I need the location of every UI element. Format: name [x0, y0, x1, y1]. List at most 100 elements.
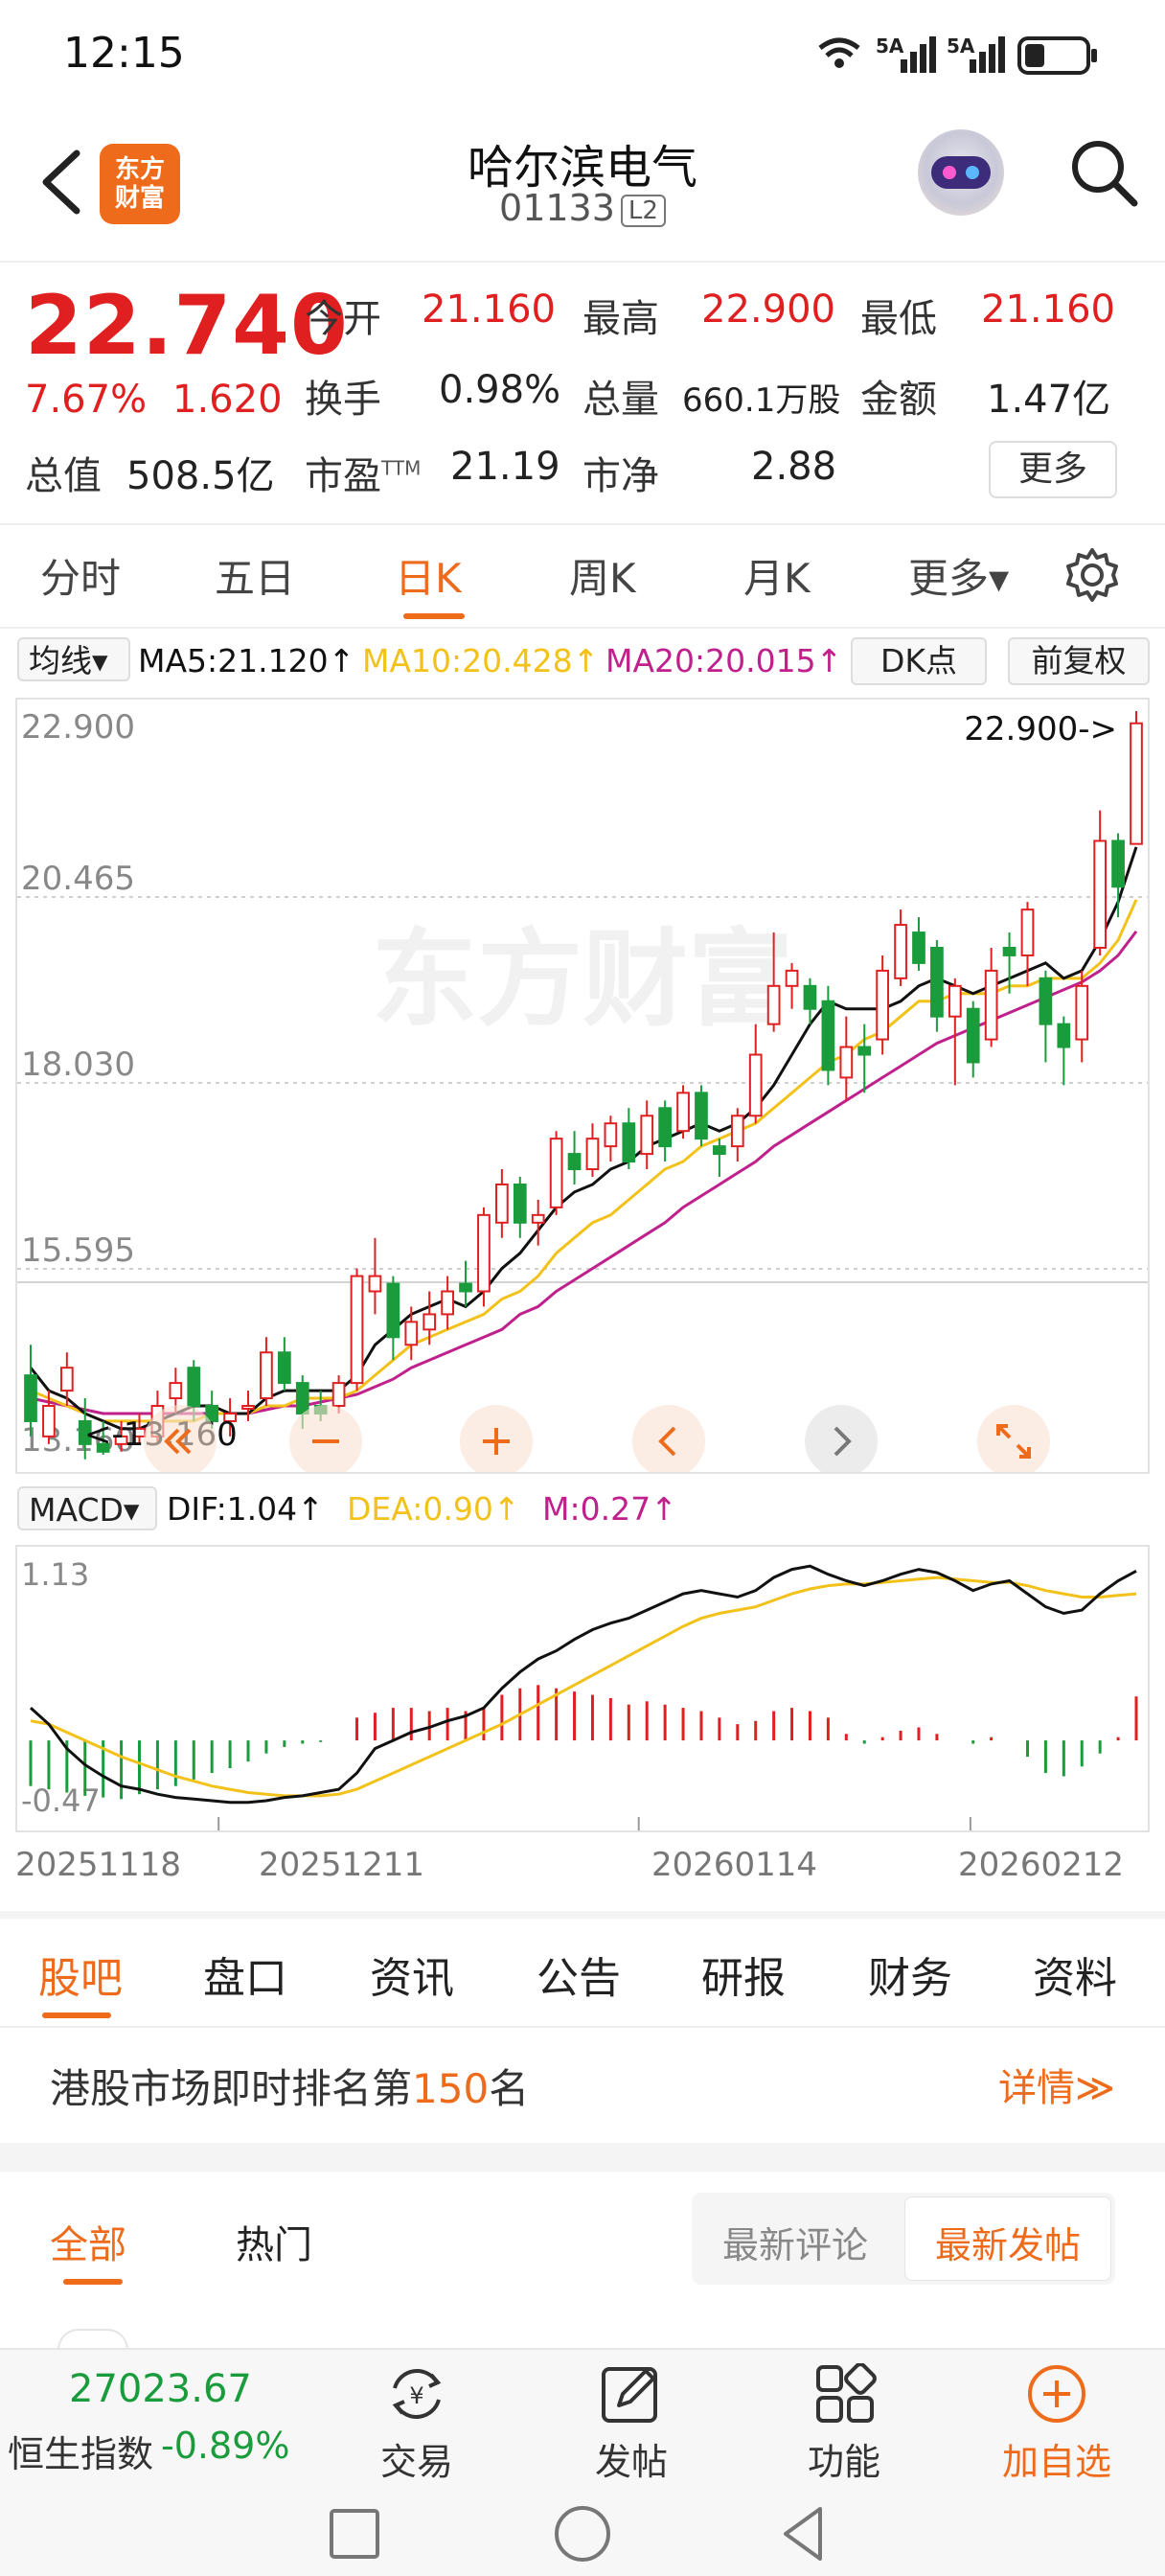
candle-body: [78, 1419, 92, 1445]
candle-body: [277, 1351, 291, 1385]
chart-watermark: 东方财富: [372, 918, 793, 1041]
tab-profile[interactable]: 资料: [1033, 1954, 1117, 2003]
chart-control-bg: [289, 1405, 362, 1478]
chart-prev-icon[interactable]: [632, 1405, 705, 1478]
sort-latest-post-bg[interactable]: [904, 2196, 1111, 2281]
pe-value: 21.19: [450, 445, 560, 489]
candle: [386, 1276, 400, 1361]
search-icon[interactable]: [1065, 134, 1142, 211]
turnover-value: 0.98%: [439, 368, 561, 412]
tab-five-day[interactable]: 五日: [215, 555, 296, 602]
functions-label[interactable]: 功能: [807, 2441, 880, 2483]
index-change[interactable]: -0.89%: [161, 2425, 290, 2467]
tab-more-periods[interactable]: 更多▾: [908, 555, 1010, 602]
add-watchlist-label[interactable]: 加自选: [1001, 2441, 1111, 2483]
macd-chart[interactable]: 1.13 -0.47: [15, 1545, 1150, 1832]
functions-grid-icon[interactable]: [811, 2363, 878, 2425]
kline-y-tick: 18.030: [21, 1046, 135, 1084]
chart-zoom-in-icon[interactable]: [460, 1405, 533, 1478]
tab-news[interactable]: 资讯: [370, 1954, 454, 2003]
nav-recents-icon[interactable]: [326, 2505, 383, 2563]
high-value: 22.900: [701, 288, 835, 332]
candle-body: [114, 1435, 128, 1445]
trade-label[interactable]: 交易: [379, 2441, 453, 2483]
rank-detail-link[interactable]: 详情≫: [998, 2066, 1115, 2110]
dk-point-button[interactable]: DK点: [851, 637, 987, 685]
macd-selector[interactable]: MACD▾: [17, 1486, 157, 1530]
tab-guba[interactable]: 股吧: [38, 1954, 123, 2003]
more-quote-button[interactable]: 更多: [989, 441, 1117, 498]
svg-text:¥: ¥: [409, 2382, 423, 2409]
app-logo[interactable]: 东方财富: [100, 144, 180, 224]
macd-y-tick-top: 1.13: [21, 1556, 89, 1593]
indicator-selector[interactable]: 均线▾: [17, 637, 130, 681]
candle-body: [368, 1275, 382, 1293]
candle-body: [441, 1290, 454, 1316]
candle: [930, 940, 944, 1032]
feed-tab-hot[interactable]: 热门: [236, 2223, 312, 2267]
candle-body: [1039, 977, 1053, 1025]
chart-fullscreen-icon[interactable]: [977, 1405, 1050, 1478]
tab-research[interactable]: 研报: [701, 1954, 786, 2003]
cell-signal-icon-2: [970, 36, 1005, 73]
candle: [1111, 833, 1125, 918]
candle: [984, 947, 998, 1047]
tab-monthly-k[interactable]: 月K: [743, 555, 811, 602]
kline-chart[interactable]: 22.900 20.465 18.030 15.595 13.160 东方财富 22.900…: [15, 698, 1150, 1478]
candle: [695, 1085, 708, 1147]
candle: [640, 1100, 654, 1170]
price-adjust-button[interactable]: 前复权: [1008, 637, 1150, 685]
logo-text: 东方财富: [114, 155, 165, 213]
tab-daily-k[interactable]: 日K: [395, 555, 462, 602]
candle: [857, 1024, 872, 1093]
ma10-value: MA10:20.428↑: [362, 642, 600, 679]
candle: [876, 954, 890, 1055]
ma5-value: MA5:21.120↑: [138, 642, 355, 679]
tab-order-book[interactable]: 盘口: [203, 1954, 287, 2003]
section-gap: [0, 2143, 1165, 2172]
candle: [277, 1337, 291, 1392]
tab-weekly-k[interactable]: 周K: [569, 555, 636, 602]
nav-home-icon[interactable]: [552, 2503, 613, 2564]
tab-announcements[interactable]: 公告: [537, 1954, 621, 2003]
volume-value: 660.1万股: [682, 381, 841, 420]
candle-body: [169, 1382, 183, 1400]
amount-label: 金额: [860, 378, 937, 422]
control-stroke: [834, 1426, 852, 1457]
candle: [1057, 1016, 1071, 1086]
macd-dea: DEA:0.90↑: [347, 1490, 520, 1528]
candle: [1075, 970, 1089, 1063]
add-watchlist-icon[interactable]: [1023, 2363, 1090, 2425]
post-icon[interactable]: [598, 2363, 665, 2425]
index-value[interactable]: 27023.67: [69, 2367, 252, 2411]
chart-next-icon[interactable]: [805, 1405, 878, 1478]
candle-body: [531, 1213, 545, 1224]
candle: [785, 962, 799, 1009]
chart-scroll-left-start-icon[interactable]: [144, 1405, 217, 1478]
feed-tab-all[interactable]: 全部: [50, 2223, 126, 2267]
x-date-3: 20260114: [651, 1846, 818, 1884]
candle: [59, 1352, 74, 1407]
settings-gear-icon[interactable]: [1063, 546, 1121, 604]
candle-body: [495, 1183, 509, 1224]
index-name[interactable]: 恒生指数: [8, 2433, 154, 2475]
open-value: 21.160: [422, 288, 556, 332]
sort-latest-post[interactable]: 最新发帖: [935, 2224, 1082, 2266]
kline-y-tick: 20.465: [21, 860, 135, 898]
candle: [730, 1108, 744, 1162]
pe-label: 市盈TTM: [305, 445, 421, 500]
candle-body: [404, 1321, 419, 1346]
sort-latest-comment[interactable]: 最新评论: [722, 2224, 869, 2266]
back-button[interactable]: [29, 144, 96, 220]
candle-body: [857, 1046, 872, 1056]
battery-icon: [1017, 36, 1097, 75]
tab-intraday[interactable]: 分时: [40, 555, 122, 602]
post-label[interactable]: 发帖: [594, 2441, 668, 2483]
candle: [839, 1016, 854, 1101]
trade-icon[interactable]: ¥: [383, 2363, 450, 2425]
candle: [241, 1391, 255, 1421]
nav-back-icon[interactable]: [776, 2503, 834, 2564]
chart-zoom-out-icon[interactable]: [289, 1405, 362, 1478]
tab-financials[interactable]: 财务: [868, 1954, 952, 2003]
wifi-icon: [818, 37, 860, 68]
